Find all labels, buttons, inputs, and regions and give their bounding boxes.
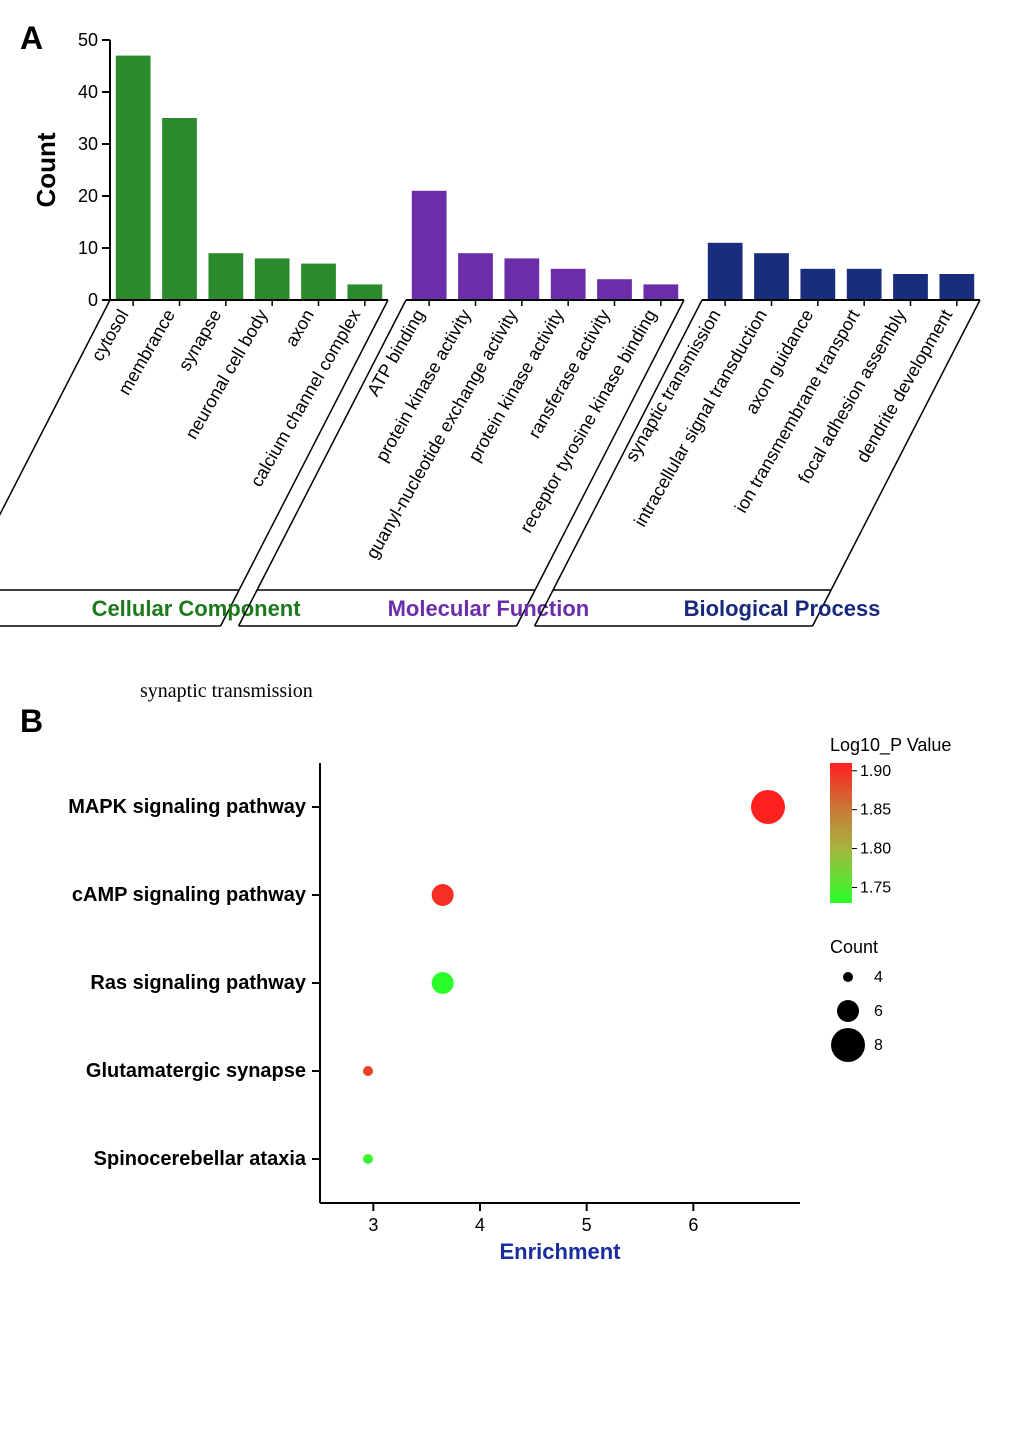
y-tick-label: 30 bbox=[78, 134, 98, 154]
bar bbox=[347, 284, 382, 300]
bar bbox=[458, 253, 493, 300]
pathway-label: cAMP signaling pathway bbox=[72, 884, 307, 906]
bar bbox=[939, 274, 974, 300]
color-legend-tick: 1.85 bbox=[860, 802, 891, 819]
size-legend-label: 8 bbox=[874, 1037, 883, 1054]
bar-label: axon bbox=[281, 306, 318, 350]
bar-label: neuronal cell body bbox=[181, 306, 271, 443]
panel-a-chart: 01020304050Countcytosolmembrancesynapsen… bbox=[20, 20, 1000, 640]
y-axis-title: Count bbox=[31, 132, 61, 207]
pathway-label: Ras signaling pathway bbox=[90, 972, 306, 994]
bar bbox=[847, 269, 882, 300]
bar bbox=[643, 284, 678, 300]
bubble bbox=[432, 972, 454, 994]
x-tick-label: 3 bbox=[368, 1215, 378, 1235]
bar bbox=[893, 274, 928, 300]
y-tick-label: 0 bbox=[88, 290, 98, 310]
y-tick-label: 50 bbox=[78, 30, 98, 50]
color-legend-tick: 1.80 bbox=[860, 841, 891, 858]
size-legend-label: 4 bbox=[874, 969, 883, 986]
bar bbox=[708, 243, 743, 300]
bar bbox=[301, 264, 336, 300]
panel-b: B 3 4 5 6 Enrichment MAPK signaling pathway cA… bbox=[20, 703, 1000, 1303]
color-legend-bar bbox=[830, 763, 852, 903]
bar bbox=[504, 258, 539, 300]
bar bbox=[800, 269, 835, 300]
color-legend-title: Log10_P Value bbox=[830, 735, 951, 756]
size-legend-dot bbox=[831, 1028, 865, 1062]
bar bbox=[162, 118, 197, 300]
x-tick-label: 6 bbox=[688, 1215, 698, 1235]
bubble bbox=[432, 884, 454, 906]
x-tick-label: 5 bbox=[582, 1215, 592, 1235]
size-legend-dot bbox=[843, 972, 853, 982]
panel-b-chart: 3 4 5 6 Enrichment MAPK signaling pathway cAMP… bbox=[20, 703, 1000, 1303]
size-legend-title: Count bbox=[830, 937, 878, 957]
bubble bbox=[751, 790, 785, 824]
panel-a-label: A bbox=[20, 20, 43, 57]
bar-label: synapse bbox=[174, 306, 225, 374]
y-tick-label: 10 bbox=[78, 238, 98, 258]
group-title: Molecular Function bbox=[388, 596, 590, 621]
x-tick-label: 4 bbox=[475, 1215, 485, 1235]
color-legend-tick: 1.75 bbox=[860, 879, 891, 896]
bar bbox=[116, 56, 151, 300]
bar-label: cytosol bbox=[87, 306, 132, 365]
panel-b-label: B bbox=[20, 703, 43, 740]
group-title: Biological Process bbox=[684, 596, 881, 621]
pathway-label: MAPK signaling pathway bbox=[68, 796, 307, 818]
bar bbox=[412, 191, 447, 300]
size-legend-label: 6 bbox=[874, 1003, 883, 1020]
stray-text: synaptic transmission bbox=[140, 680, 1000, 703]
x-axis-title: Enrichment bbox=[499, 1239, 621, 1264]
group-title: Cellular Component bbox=[92, 596, 302, 621]
y-tick-label: 40 bbox=[78, 82, 98, 102]
bar bbox=[551, 269, 586, 300]
bar bbox=[754, 253, 789, 300]
size-legend-dot bbox=[837, 1000, 859, 1022]
pathway-label: Spinocerebellar ataxia bbox=[94, 1148, 307, 1170]
color-legend-tick: 1.90 bbox=[860, 763, 891, 780]
bar bbox=[208, 253, 243, 300]
bubble bbox=[363, 1154, 373, 1164]
pathway-label: Glutamatergic synapse bbox=[86, 1060, 306, 1082]
bar bbox=[597, 279, 632, 300]
bubble bbox=[363, 1066, 373, 1076]
bar bbox=[255, 258, 290, 300]
y-tick-label: 20 bbox=[78, 186, 98, 206]
panel-a: A 01020304050Countcytosolmembrancesynaps… bbox=[20, 20, 1000, 640]
